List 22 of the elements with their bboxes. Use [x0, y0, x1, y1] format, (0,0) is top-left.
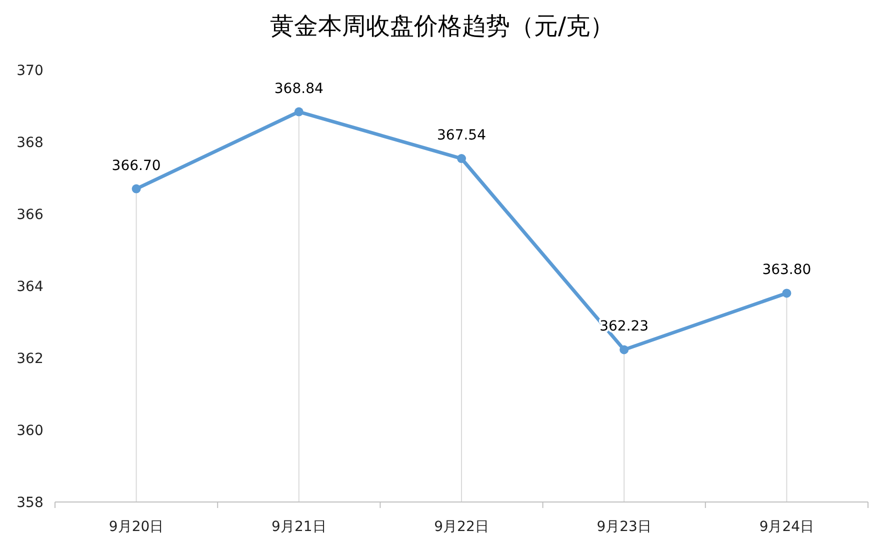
data-label: 367.54: [437, 128, 486, 144]
x-tick-label: 9月20日: [108, 519, 164, 535]
y-tick-label: 362: [16, 351, 44, 367]
point: [782, 288, 792, 298]
y-tick-label: 364: [16, 279, 44, 295]
y-tick-label: 370: [16, 63, 44, 79]
y-tick-label: 366: [16, 207, 44, 223]
point: [132, 184, 141, 194]
x-tick-label: 9月21日: [272, 519, 326, 535]
x-tick-label: 9月23日: [596, 519, 652, 535]
point: [620, 345, 629, 354]
point: [294, 107, 304, 116]
title: 黄金本周收盘价格趋势（元/克）: [270, 12, 614, 40]
y-tick-label: 360: [16, 423, 44, 439]
data-label: 366.70: [112, 158, 161, 174]
x-tick-label: 9月24日: [759, 519, 814, 535]
data-label: 363.80: [762, 262, 812, 278]
y-tick-label: 358: [16, 495, 44, 511]
point: [457, 154, 466, 164]
data-label: 368.84: [274, 80, 324, 97]
y-tick-label: 368: [16, 135, 44, 151]
x-tick-label: 9月22日: [434, 519, 489, 535]
